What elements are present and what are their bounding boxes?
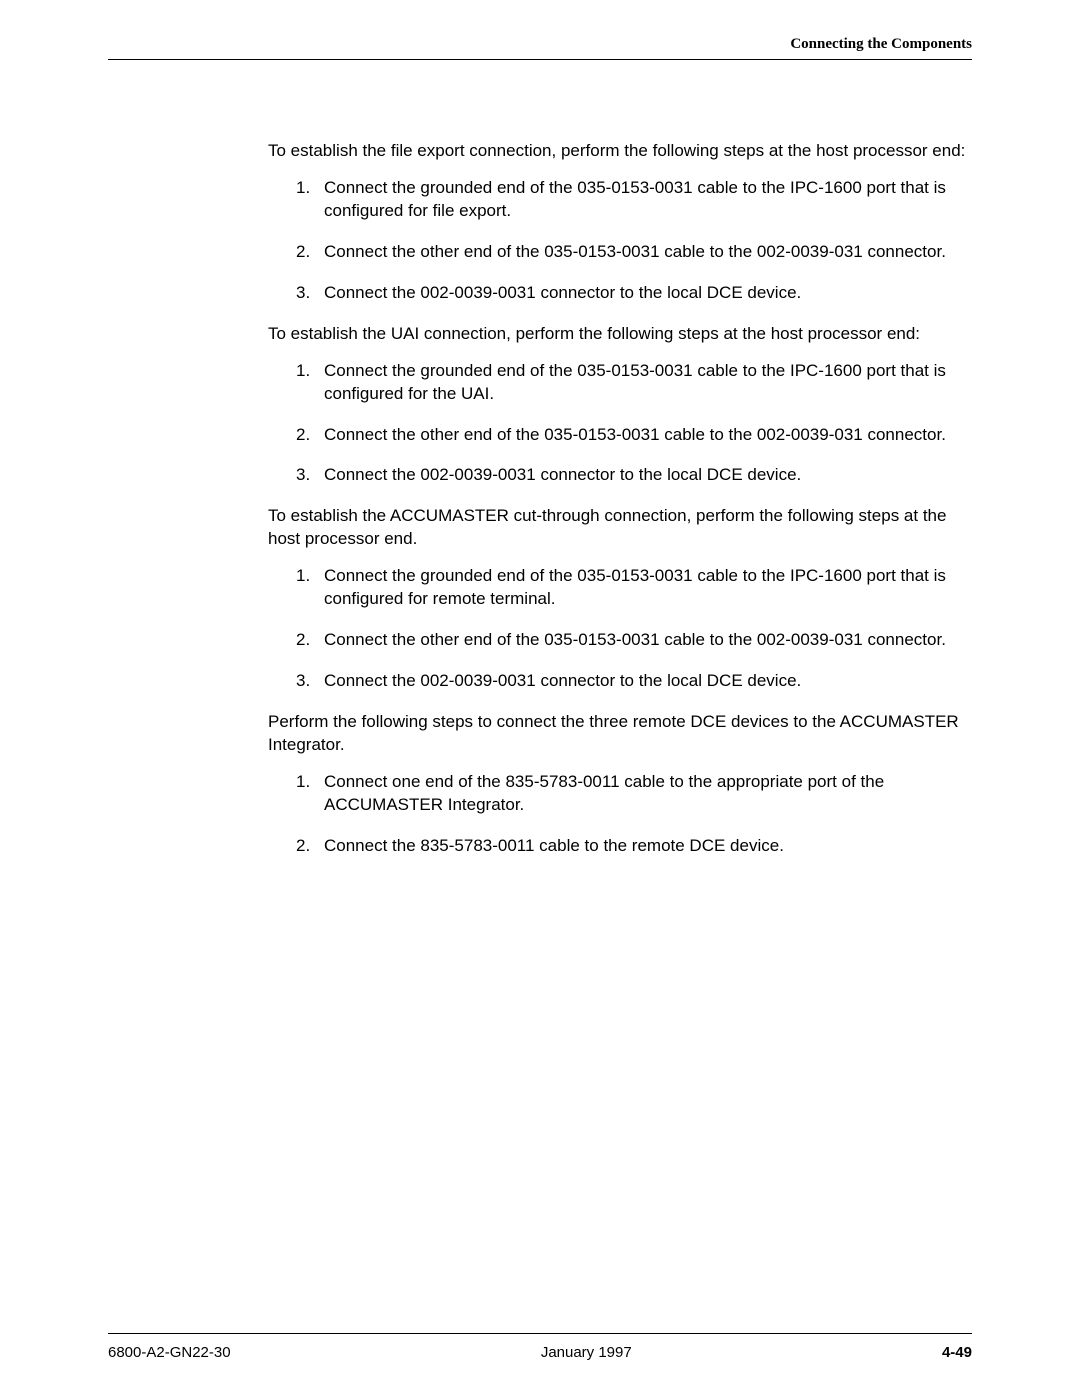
list-number: 1.: [296, 177, 310, 200]
list-number: 1.: [296, 771, 310, 794]
list-text: Connect the grounded end of the 035-0153…: [324, 361, 946, 403]
paragraph: To establish the file export connection,…: [268, 140, 972, 163]
page-content: To establish the file export connection,…: [268, 140, 972, 858]
list-number: 1.: [296, 360, 310, 383]
list-item: 2. Connect the other end of the 035-0153-…: [296, 241, 972, 264]
list-item: 2. Connect the 835-5783-0011 cable to the…: [296, 835, 972, 858]
list-text: Connect the other end of the 035-0153-00…: [324, 630, 946, 649]
paragraph: Perform the following steps to connect t…: [268, 711, 972, 757]
list-number: 3.: [296, 670, 310, 693]
footer-right: 4-49: [942, 1344, 972, 1361]
list-number: 1.: [296, 565, 310, 588]
list-text: Connect the 002-0039-0031 connector to t…: [324, 671, 801, 690]
list-text: Connect the grounded end of the 035-0153…: [324, 178, 946, 220]
list-item: 3. Connect the 002-0039-0031 connector to…: [296, 282, 972, 305]
list-item: 1. Connect the grounded end of the 035-01…: [296, 177, 972, 223]
list-text: Connect the other end of the 035-0153-00…: [324, 425, 946, 444]
page: Connecting the Components To establish t…: [108, 36, 972, 1361]
list-item: 1. Connect one end of the 835-5783-0011 c…: [296, 771, 972, 817]
list-text: Connect one end of the 835-5783-0011 cab…: [324, 772, 884, 814]
list-item: 3. Connect the 002-0039-0031 connector to…: [296, 670, 972, 693]
ordered-list: 1. Connect one end of the 835-5783-0011 c…: [296, 771, 972, 858]
page-footer: 6800-A2-GN22-30 January 1997 4-49: [108, 1333, 972, 1361]
page-header: Connecting the Components: [108, 36, 972, 60]
list-text: Connect the 835-5783-0011 cable to the r…: [324, 836, 784, 855]
list-number: 2.: [296, 241, 310, 264]
footer-left: 6800-A2-GN22-30: [108, 1344, 231, 1361]
list-item: 2. Connect the other end of the 035-0153-…: [296, 629, 972, 652]
list-number: 2.: [296, 629, 310, 652]
list-item: 1. Connect the grounded end of the 035-01…: [296, 360, 972, 406]
list-text: Connect the 002-0039-0031 connector to t…: [324, 283, 801, 302]
list-number: 3.: [296, 464, 310, 487]
list-number: 2.: [296, 835, 310, 858]
list-text: Connect the other end of the 035-0153-00…: [324, 242, 946, 261]
list-item: 1. Connect the grounded end of the 035-01…: [296, 565, 972, 611]
list-number: 2.: [296, 424, 310, 447]
paragraph: To establish the UAI connection, perform…: [268, 323, 972, 346]
list-number: 3.: [296, 282, 310, 305]
ordered-list: 1. Connect the grounded end of the 035-01…: [296, 177, 972, 305]
list-text: Connect the grounded end of the 035-0153…: [324, 566, 946, 608]
paragraph: To establish the ACCUMASTER cut-through …: [268, 505, 972, 551]
footer-center: January 1997: [541, 1344, 632, 1361]
list-item: 2. Connect the other end of the 035-0153-…: [296, 424, 972, 447]
ordered-list: 1. Connect the grounded end of the 035-01…: [296, 565, 972, 693]
list-text: Connect the 002-0039-0031 connector to t…: [324, 465, 801, 484]
ordered-list: 1. Connect the grounded end of the 035-01…: [296, 360, 972, 488]
header-title: Connecting the Components: [790, 36, 972, 52]
list-item: 3. Connect the 002-0039-0031 connector to…: [296, 464, 972, 487]
